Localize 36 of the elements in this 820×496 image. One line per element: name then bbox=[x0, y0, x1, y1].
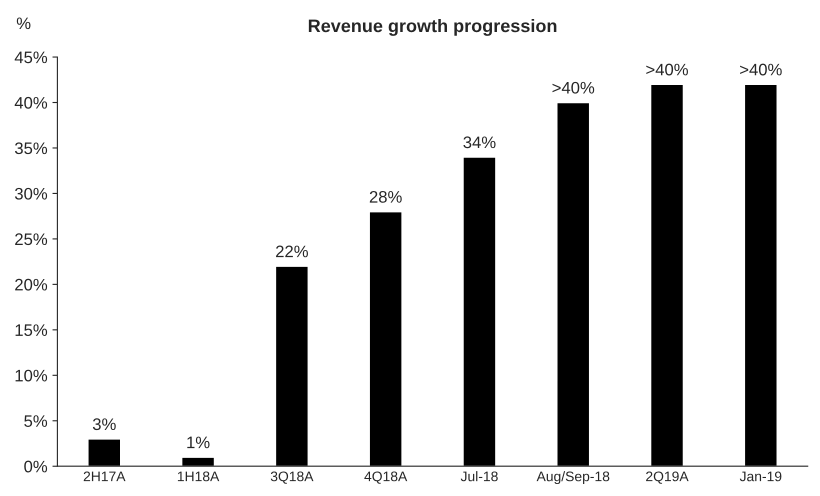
x-tick-label: Jul-18 bbox=[460, 471, 498, 482]
data-label: >40% bbox=[646, 64, 688, 76]
data-label: 22% bbox=[276, 246, 308, 258]
data-label: 28% bbox=[370, 190, 402, 203]
x-tick-label: Jan-19 bbox=[740, 471, 782, 482]
y-tick-label: 45% bbox=[14, 52, 48, 64]
data-label: 1% bbox=[187, 436, 210, 448]
data-label: >40% bbox=[552, 82, 594, 94]
bar bbox=[87, 438, 122, 466]
x-tick-label: Aug/Sep-18 bbox=[536, 471, 610, 484]
y-tick-label: 40% bbox=[14, 96, 48, 109]
bar bbox=[180, 456, 216, 466]
x-tick-label: 2H17A bbox=[84, 471, 126, 482]
x-tick-label: 1H18A bbox=[178, 471, 220, 482]
data-label: 3% bbox=[92, 418, 116, 430]
y-tick-label: 20% bbox=[15, 278, 48, 291]
x-tick-label: 4Q18A bbox=[364, 471, 408, 484]
bar bbox=[368, 210, 403, 466]
bar bbox=[556, 102, 590, 466]
bar bbox=[462, 156, 497, 466]
data-label: 34% bbox=[463, 136, 496, 148]
bar bbox=[744, 84, 778, 466]
y-tick-label: 25% bbox=[15, 233, 48, 246]
y-tick-label: 5% bbox=[24, 415, 48, 427]
bar bbox=[650, 84, 684, 466]
y-tick-label: 0% bbox=[24, 460, 48, 472]
bar bbox=[274, 265, 309, 466]
y-tick-label: 30% bbox=[14, 188, 48, 200]
y-tick-label: 35% bbox=[14, 142, 48, 154]
chart-title: Revenue growth progression bbox=[308, 18, 556, 36]
x-tick-label: 2Q19A bbox=[646, 471, 689, 484]
y-tick-label: 15% bbox=[16, 324, 48, 336]
data-label: >40% bbox=[740, 64, 782, 76]
y-axis-title: % bbox=[16, 17, 30, 30]
x-tick-label: 3Q18A bbox=[270, 471, 314, 484]
y-tick-label: 10% bbox=[16, 370, 48, 382]
